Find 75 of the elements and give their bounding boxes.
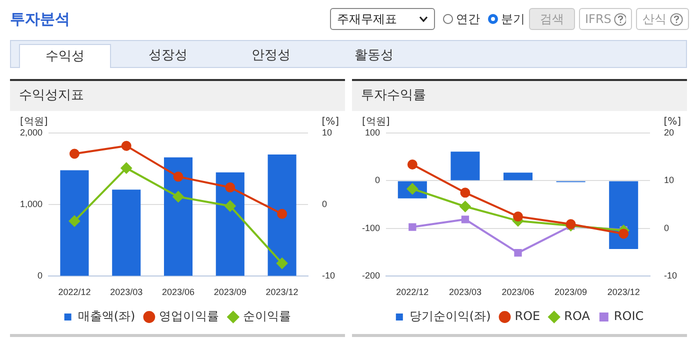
legend-label: ROA: [564, 309, 591, 324]
point: [461, 216, 470, 224]
point: [121, 140, 132, 151]
y2-tick-label: 10: [664, 175, 674, 186]
text: 분기: [501, 10, 525, 28]
bar: [164, 157, 193, 276]
bar: [609, 181, 638, 249]
legend-label: 순이익률: [243, 309, 292, 324]
x-tick-label: 2023/06: [162, 287, 195, 298]
legend-label: ROE: [514, 309, 540, 324]
text: 수익성: [19, 44, 111, 68]
point: [460, 201, 471, 212]
point: [225, 182, 236, 192]
point: [566, 219, 576, 230]
bar: [112, 190, 141, 276]
text: 연간: [456, 10, 480, 28]
y2-tick-label: 10: [322, 127, 332, 138]
y-tick-label: 0: [38, 270, 43, 281]
x-tick-label: 2023/03: [448, 287, 482, 298]
point: [618, 228, 629, 239]
bar: [216, 172, 244, 276]
y-tick-label: -100: [362, 222, 380, 233]
legend-label: 당기순이익(좌): [409, 309, 491, 324]
text: 주재무제표: [337, 10, 397, 28]
point: [407, 160, 418, 170]
x-tick-label: 2022/12: [58, 287, 91, 298]
text: 검색: [529, 8, 575, 30]
y2-axis-title: [%]: [322, 116, 340, 128]
legend-label: ROIC: [614, 309, 644, 324]
point: [172, 191, 184, 202]
text: 성장성: [148, 47, 188, 65]
point: [69, 148, 80, 159]
text: 산식: [642, 10, 666, 28]
text: 투자분석: [10, 10, 70, 29]
point: [173, 172, 184, 182]
bar: [60, 170, 89, 276]
y2-tick-label: -10: [664, 270, 678, 281]
point: [120, 162, 132, 174]
y2-tick-label: -10: [322, 270, 336, 281]
text: 활동성: [354, 47, 394, 65]
x-tick-label: 2023/09: [214, 287, 246, 298]
point: [460, 188, 470, 198]
point: [277, 208, 288, 219]
y-tick-label: 100: [364, 127, 380, 138]
y2-tick-label: 20: [664, 127, 674, 138]
y-axis-title: [억원]: [362, 116, 390, 128]
point: [68, 216, 80, 227]
y-tick-label: 0: [375, 175, 380, 186]
text: 안정성: [250, 47, 292, 65]
x-tick-label: 2023/09: [554, 287, 588, 298]
x-tick-label: 2023/03: [110, 287, 143, 298]
y-tick-label: -200: [362, 270, 380, 281]
y2-tick-label: 0: [322, 199, 328, 210]
y2-axis-title: [%]: [664, 116, 682, 128]
point: [276, 258, 288, 269]
chart-title: 수익성지표: [10, 81, 345, 111]
y-tick-label: 2,000: [20, 127, 43, 138]
y2-tick-label: 0: [664, 222, 670, 233]
bar: [268, 154, 296, 276]
x-tick-label: 2023/12: [266, 287, 298, 298]
point: [408, 223, 416, 231]
x-tick-label: 2023/12: [607, 287, 640, 298]
legend-label: 매출액(좌): [78, 309, 136, 324]
point: [513, 212, 524, 222]
y-tick-label: 1,000: [20, 199, 43, 210]
point: [224, 200, 236, 212]
legend-label: 영업이익률: [159, 309, 220, 324]
bar: [503, 172, 533, 180]
bar: [450, 152, 480, 180]
point: [514, 248, 522, 257]
text: IFRS: [585, 12, 612, 26]
chart-title: 투자수익률: [352, 81, 687, 111]
x-tick-label: 2022/12: [396, 287, 429, 298]
y-axis-title: [억원]: [20, 116, 48, 128]
x-tick-label: 2023/06: [502, 287, 534, 298]
